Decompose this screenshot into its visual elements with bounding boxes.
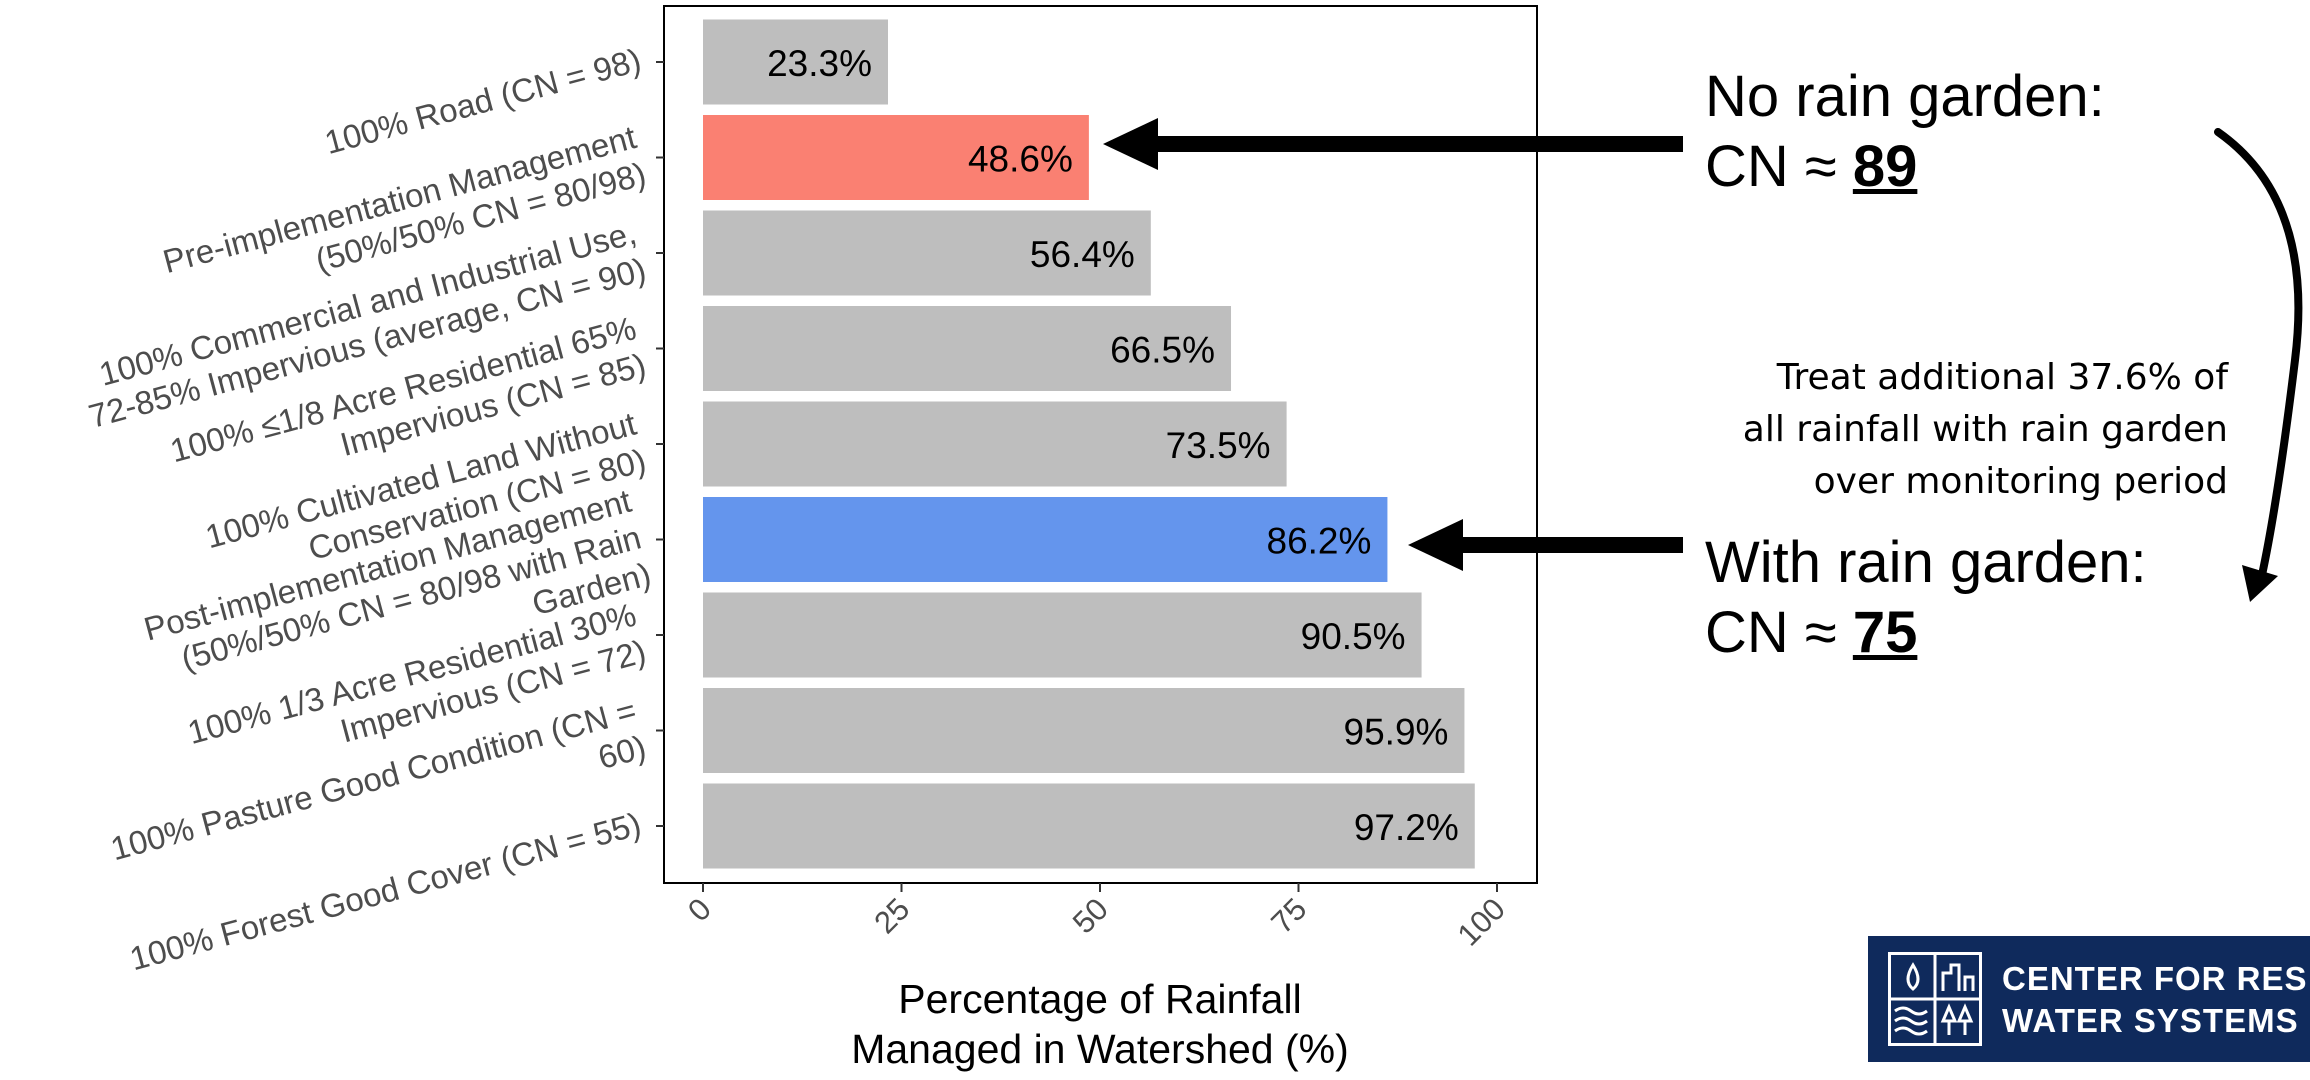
with-garden-cn-prefix: CN ≈ [1705,600,1853,665]
bar-value-label: 97.2% [1354,807,1459,848]
with-garden-label: With rain garden: [1705,530,2147,595]
bar [703,783,1475,869]
bar-value-label: 23.3% [767,43,872,84]
x-tick-label: 100 [1451,891,1512,952]
bar-value-label: 48.6% [968,139,1073,180]
note-line-2: all rainfall with rain garden [1742,409,2228,450]
with-garden-cn: CN ≈ 75 [1705,598,2147,668]
bar [703,19,889,105]
x-tick-label: 25 [867,891,916,940]
bars-layer: 23.3% 48.6% 56.4% 66.5% 73.5% 86.2% 90.5% 95.9%… [703,19,1475,869]
logo-line-1: CENTER FOR RES [2002,960,2308,997]
bar [703,306,1232,391]
x-tick-label: 50 [1066,891,1115,940]
arrow-with-garden-head [1408,519,1463,571]
bar [703,688,1465,773]
bar-value-label: 95.9% [1344,712,1449,753]
no-garden-annotation: No rain garden: CN ≈ 89 [1705,62,2105,202]
x-axis-title-line: Managed in Watershed (%) [851,1026,1349,1072]
x-tick-label: 75 [1264,891,1313,940]
bar [703,401,1287,487]
logo-mark-icon [1888,952,1982,1046]
curved-arrow [2214,128,2303,579]
bar-value-label: 90.5% [1301,616,1406,657]
logo-text: CENTER FOR RES WATER SYSTEMS [2002,958,2308,1042]
bar-value-label: 56.4% [1030,234,1135,275]
center-logo: CENTER FOR RES WATER SYSTEMS [1868,936,2310,1062]
arrows [1103,118,2303,602]
with-garden-cn-value: 75 [1852,600,1918,665]
y-axis: 100% Road (CN = 98)Pre-implementation Ma… [85,41,664,977]
bar-value-label: 73.5% [1166,425,1271,466]
bar-value-label: 86.2% [1267,521,1372,562]
no-garden-cn-prefix: CN ≈ [1705,134,1853,199]
x-axis: 0 25 50 75 100 [681,883,1512,953]
bar [703,497,1388,582]
bar [703,592,1422,678]
bar-value-label: 66.5% [1110,330,1215,371]
curved-arrow-head [2242,565,2278,602]
bar [703,115,1089,200]
no-garden-cn-value: 89 [1852,134,1918,199]
no-garden-cn: CN ≈ 89 [1705,132,2105,202]
treatment-note: Treat additional 37.6% of all rainfall w… [1608,352,2228,508]
bar [703,210,1151,296]
logo-line-2: WATER SYSTEMS [2002,1002,2299,1039]
with-garden-annotation: With rain garden: CN ≈ 75 [1705,528,2147,668]
no-garden-label: No rain garden: [1705,64,2105,129]
note-line-1: Treat additional 37.6% of [1776,357,2228,398]
arrow-no-garden-head [1103,118,1158,170]
x-tick-label: 0 [681,891,718,928]
x-axis-title-line: Percentage of Rainfall [898,976,1301,1022]
note-line-3: over monitoring period [1813,461,2228,502]
